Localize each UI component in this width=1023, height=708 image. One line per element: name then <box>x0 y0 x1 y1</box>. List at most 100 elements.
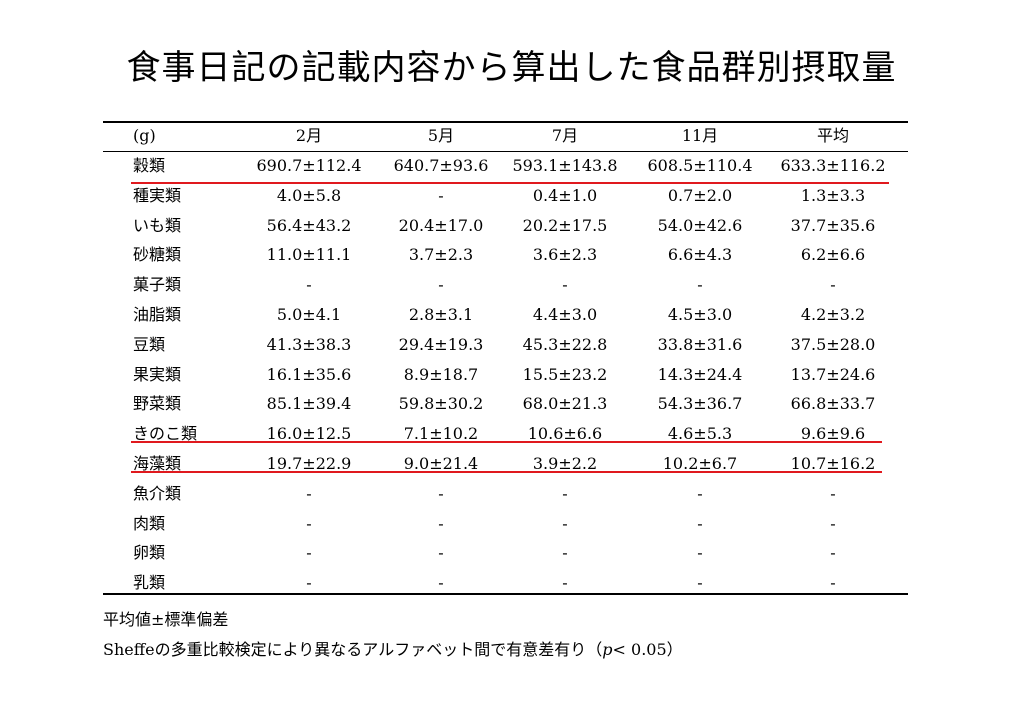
highlight-underline-cereals <box>131 182 889 184</box>
table-cell: - <box>830 514 836 533</box>
row-label: 穀類 <box>133 156 166 175</box>
row-label: 乳類 <box>133 573 166 592</box>
table-bottom-rule <box>103 593 908 595</box>
table-cell: - <box>438 514 444 533</box>
table-cell: - <box>438 543 444 562</box>
table-cell: 1.3±3.3 <box>800 186 866 205</box>
table-cell: 68.0±21.3 <box>522 394 608 413</box>
table-cell: 4.6±5.3 <box>667 424 733 443</box>
table-cell: 10.6±6.6 <box>527 424 603 443</box>
row-label: 野菜類 <box>133 394 182 413</box>
table-cell: 11.0±11.1 <box>266 245 352 264</box>
footnote-mean-sd: 平均値±標準偏差 <box>103 610 229 629</box>
table-cell: - <box>306 484 312 503</box>
table-cell: - <box>697 543 703 562</box>
table-cell: - <box>562 543 568 562</box>
table-cell: - <box>306 514 312 533</box>
page-title: 食事日記の記載内容から算出した食品群別摂取量 <box>126 48 897 88</box>
table-top-rule <box>103 121 908 123</box>
table-cell: - <box>830 573 836 592</box>
table-cell: - <box>830 275 836 294</box>
table-cell: 7.1±10.2 <box>403 424 479 443</box>
table-cell: 6.2±6.6 <box>800 245 866 264</box>
table-cell: 59.8±30.2 <box>398 394 484 413</box>
footnote-p-symbol: p <box>602 640 613 659</box>
row-label: 卵類 <box>133 543 166 562</box>
table-cell: - <box>697 573 703 592</box>
table-cell: - <box>438 484 444 503</box>
table-cell: 19.7±22.9 <box>266 454 352 473</box>
column-header: 平均 <box>816 126 849 145</box>
table-cell: - <box>562 275 568 294</box>
table-cell: - <box>830 484 836 503</box>
table-cell: 0.4±1.0 <box>532 186 598 205</box>
row-label: 魚介類 <box>133 484 182 503</box>
table-cell: - <box>438 186 444 205</box>
table-cell: - <box>697 514 703 533</box>
unit-label: (g) <box>133 126 156 145</box>
table-cell: 9.6±9.6 <box>800 424 866 443</box>
row-label: きのこ類 <box>133 424 198 443</box>
highlight-underline-seaweed <box>131 471 882 473</box>
table-cell: 29.4±19.3 <box>398 335 484 354</box>
table-cell: 640.7±93.6 <box>393 156 489 175</box>
table-cell: - <box>562 484 568 503</box>
row-label: 油脂類 <box>133 305 182 324</box>
table-cell: - <box>562 573 568 592</box>
table-cell: 10.7±16.2 <box>790 454 876 473</box>
table-cell: 4.0±5.8 <box>276 186 342 205</box>
table-cell: 37.5±28.0 <box>790 335 876 354</box>
table-cell: 4.4±3.0 <box>532 305 598 324</box>
table-cell: 66.8±33.7 <box>790 394 876 413</box>
row-label: いも類 <box>133 216 182 235</box>
table-cell: 3.9±2.2 <box>532 454 598 473</box>
table-cell: - <box>438 275 444 294</box>
table-cell: 15.5±23.2 <box>522 365 608 384</box>
table-cell: 5.0±4.1 <box>276 305 342 324</box>
table-cell: 0.7±2.0 <box>667 186 733 205</box>
table-cell: 54.0±42.6 <box>657 216 743 235</box>
table-cell: 56.4±43.2 <box>266 216 352 235</box>
column-header: 5月 <box>427 126 455 145</box>
column-header: 11月 <box>681 126 719 145</box>
row-label: 砂糖類 <box>133 245 182 264</box>
table-cell: 608.5±110.4 <box>647 156 753 175</box>
footnote-p-threshold: < 0.05） <box>612 640 683 659</box>
table-cell: 13.7±24.6 <box>790 365 876 384</box>
row-label: 豆類 <box>133 335 166 354</box>
table-cell: 85.1±39.4 <box>266 394 352 413</box>
table-cell: 6.6±4.3 <box>667 245 733 264</box>
table-cell: 633.3±116.2 <box>780 156 886 175</box>
table-cell: 16.0±12.5 <box>266 424 352 443</box>
table-cell: - <box>697 275 703 294</box>
table-header-rule <box>103 151 908 152</box>
table-cell: - <box>438 573 444 592</box>
table-cell: - <box>306 573 312 592</box>
table-cell: 20.2±17.5 <box>522 216 608 235</box>
table-cell: 37.7±35.6 <box>790 216 876 235</box>
table-cell: 2.8±3.1 <box>408 305 474 324</box>
table-cell: - <box>830 543 836 562</box>
table-cell: - <box>697 484 703 503</box>
table-cell: 54.3±36.7 <box>657 394 743 413</box>
row-label: 肉類 <box>133 514 166 533</box>
table-cell: 45.3±22.8 <box>522 335 608 354</box>
table-cell: 20.4±17.0 <box>398 216 484 235</box>
table-cell: - <box>562 514 568 533</box>
table-cell: 10.2±6.7 <box>662 454 738 473</box>
column-header: 2月 <box>295 126 323 145</box>
table-cell: 33.8±31.6 <box>657 335 743 354</box>
table-cell: - <box>306 543 312 562</box>
table-cell: 3.7±2.3 <box>408 245 474 264</box>
footnote-significance-text: Sheffeの多重比較検定により異なるアルファベット間で有意差有り（ <box>103 640 603 659</box>
table-cell: 14.3±24.4 <box>657 365 743 384</box>
table-cell: 690.7±112.4 <box>256 156 362 175</box>
table-cell: 4.2±3.2 <box>800 305 866 324</box>
table-cell: 41.3±38.3 <box>266 335 352 354</box>
row-label: 菓子類 <box>133 275 182 294</box>
table-cell: 8.9±18.7 <box>403 365 479 384</box>
row-label: 果実類 <box>133 365 182 384</box>
footnote-significance: Sheffeの多重比較検定により異なるアルファベット間で有意差有り（p< 0.0… <box>103 636 683 660</box>
table-cell: 593.1±143.8 <box>512 156 618 175</box>
